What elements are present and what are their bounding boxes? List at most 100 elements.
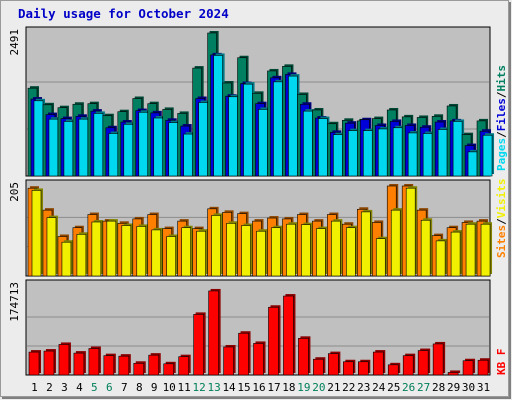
bar-face — [407, 132, 418, 177]
visits-bar — [166, 234, 178, 277]
kbytes-bar — [208, 288, 221, 376]
x-day-label: 5 — [91, 381, 98, 394]
kbytes-bar — [417, 348, 431, 376]
x-day-label: 6 — [106, 381, 113, 394]
bar-face — [48, 118, 59, 177]
x-day-label: 23 — [357, 381, 370, 394]
bar-face — [58, 344, 70, 376]
bar-face — [402, 355, 414, 376]
bar-face — [133, 362, 145, 376]
kbytes-bar — [343, 359, 356, 376]
bar-face — [271, 227, 281, 277]
x-day-label: 2 — [46, 381, 53, 394]
x-day-label: 29 — [447, 381, 460, 394]
bar-face — [346, 227, 356, 277]
kbytes-bar — [268, 305, 281, 376]
visits-bar — [375, 236, 388, 277]
bar-face — [420, 219, 431, 277]
bar-face — [316, 228, 326, 277]
bar-face — [360, 211, 371, 277]
x-day-label: 18 — [282, 381, 295, 394]
legend-entry: / — [495, 91, 508, 98]
bar-face — [178, 356, 189, 376]
bar-face — [183, 133, 193, 177]
bar-face — [482, 134, 493, 177]
bar-face — [238, 332, 249, 376]
bar-face — [211, 215, 221, 277]
bar-face — [153, 117, 164, 177]
bar-face — [63, 121, 74, 177]
kbytes-bar — [253, 341, 266, 376]
kbytes-bar — [432, 341, 446, 376]
bar-face — [78, 118, 89, 177]
bar-face — [243, 83, 253, 177]
legend-entry: KB F — [495, 349, 508, 376]
kbytes-bar — [163, 361, 176, 376]
bar-face — [73, 352, 85, 376]
kbytes-bar — [298, 336, 311, 376]
kbytes-bar — [133, 361, 146, 376]
kbytes-bar — [462, 358, 476, 376]
visits-bar — [211, 213, 223, 277]
bar-face — [303, 110, 313, 177]
bar-face — [61, 241, 72, 277]
bar-face — [435, 240, 446, 277]
kbytes-bar — [313, 357, 326, 376]
visits-bar — [360, 209, 373, 277]
bar-face — [375, 238, 386, 277]
visits-bar — [256, 229, 268, 277]
bar-face — [301, 224, 311, 277]
x-day-label: 7 — [121, 381, 128, 394]
visits-bar — [196, 229, 208, 277]
x-day-label: 20 — [312, 381, 325, 394]
kbytes-bar — [178, 354, 191, 376]
visits-bar — [480, 222, 493, 277]
bar-face — [91, 221, 102, 277]
bar-face — [450, 231, 461, 277]
bar-face — [333, 134, 343, 177]
bar-face — [241, 225, 251, 277]
bar-face — [362, 130, 373, 177]
visits-bar — [271, 225, 283, 277]
bar-face — [118, 355, 130, 376]
x-day-label: 3 — [61, 381, 68, 394]
x-day-label: 11 — [178, 381, 191, 394]
kbytes-bar — [447, 370, 461, 376]
bar-face — [467, 151, 478, 177]
x-day-label: 31 — [477, 381, 490, 394]
x-day-label: 21 — [327, 381, 340, 394]
bar-face — [465, 223, 476, 277]
x-day-label: 13 — [207, 381, 220, 394]
legend-bottom: KB F — [495, 349, 508, 376]
x-day-label: 28 — [432, 381, 445, 394]
visits-bar — [181, 225, 193, 277]
chart-title: Daily usage for October 2024 — [18, 6, 229, 21]
bar-face — [422, 133, 433, 177]
bar-face — [228, 96, 238, 177]
kbytes-bar — [58, 342, 71, 376]
visits-bar — [61, 240, 73, 277]
x-day-label: 22 — [342, 381, 355, 394]
bar-face — [138, 111, 149, 177]
kbytes-bar — [477, 358, 491, 376]
bar-face — [268, 306, 279, 376]
bar-face — [93, 113, 104, 177]
visits-bar — [346, 225, 358, 277]
kbytes-bar — [148, 353, 161, 376]
x-day-label: 9 — [151, 381, 158, 394]
bar-face — [437, 129, 448, 177]
legend-mid: Sites/Visits — [495, 179, 508, 259]
x-day-label: 25 — [387, 381, 400, 394]
visits-bar — [76, 232, 88, 277]
bar-face — [193, 314, 204, 376]
visits-bar — [405, 186, 418, 277]
kbytes-bar — [238, 331, 251, 376]
kbytes-bar — [387, 362, 401, 376]
y-max-label: 174713 — [8, 282, 21, 322]
bar-face — [298, 338, 309, 376]
bar-face — [106, 220, 117, 277]
legend-entry: Sites — [495, 225, 508, 258]
legend-entry: / — [495, 218, 508, 225]
visits-bar — [316, 226, 328, 277]
x-day-label: 19 — [297, 381, 310, 394]
